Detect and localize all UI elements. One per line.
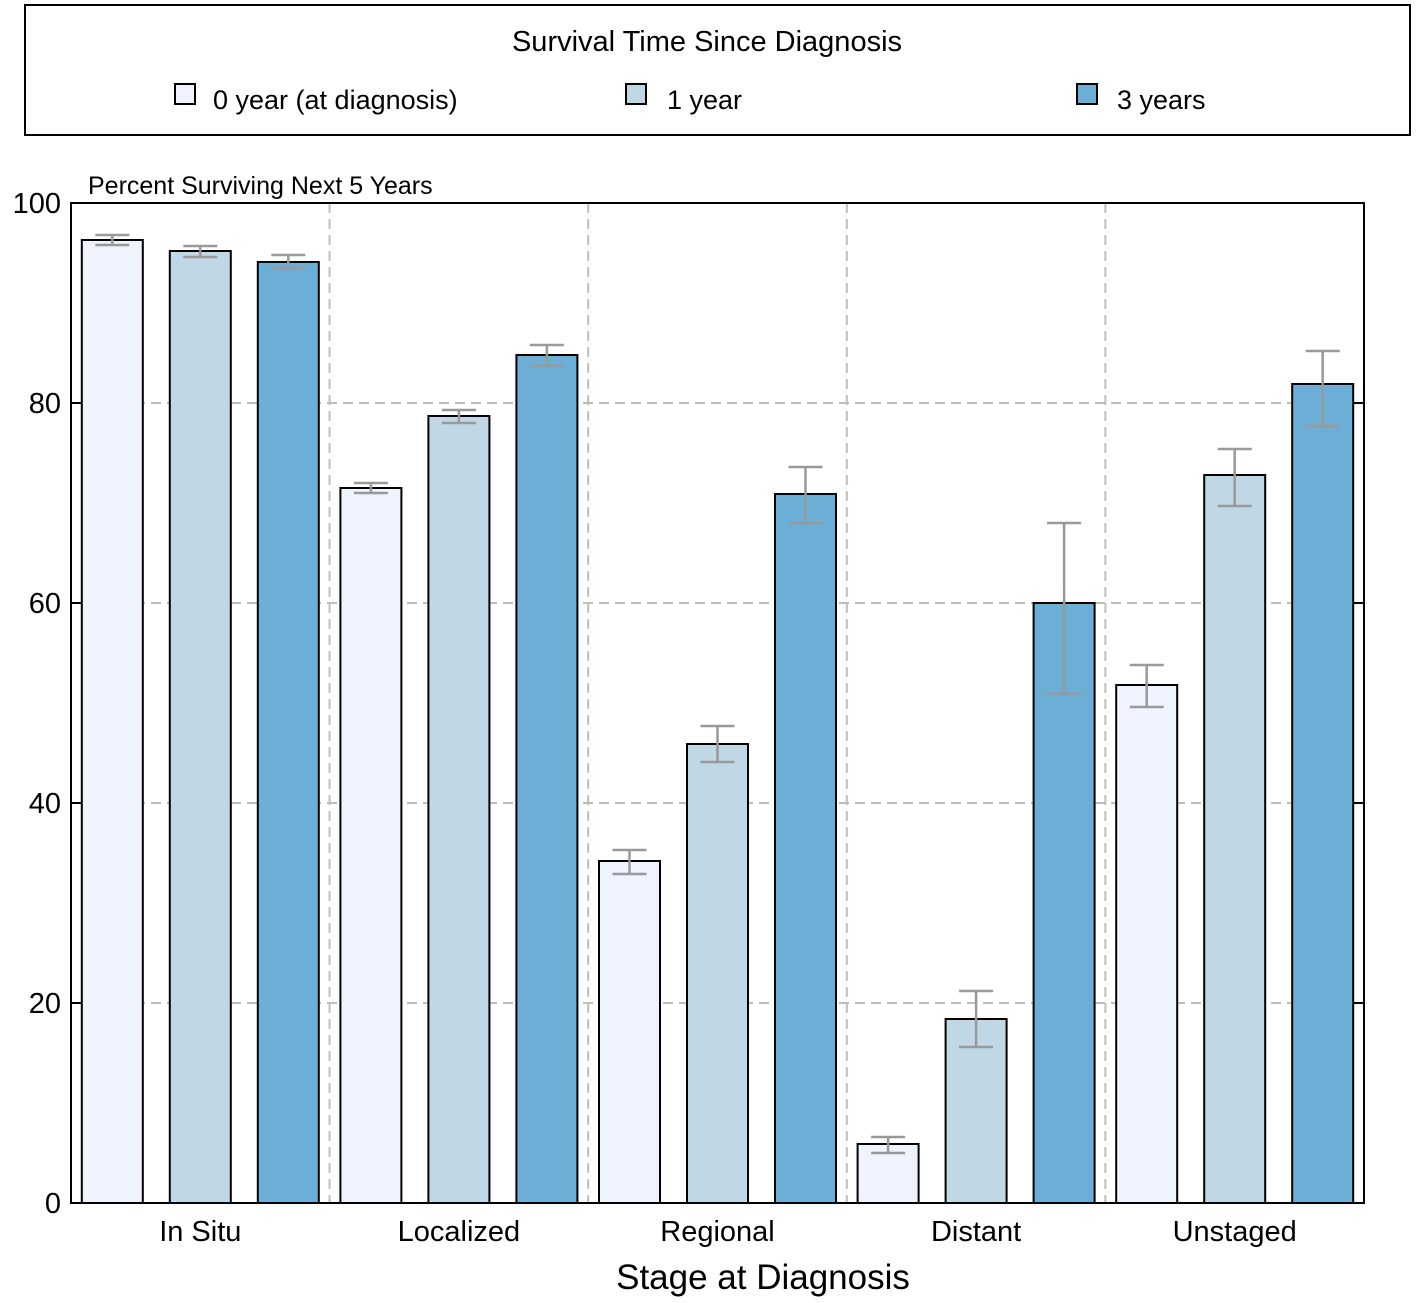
legend-item-0: 0 year (at diagnosis) <box>174 83 458 115</box>
legend-item-2: 3 years <box>1076 83 1206 115</box>
bar <box>168 250 232 1204</box>
legend-label-1: 1 year <box>667 85 742 115</box>
bar <box>515 354 579 1204</box>
y-tick-label: 40 <box>29 788 61 820</box>
bar <box>944 1018 1008 1204</box>
x-axis-title: Stage at Diagnosis <box>616 1258 910 1297</box>
bar <box>339 487 403 1204</box>
plot-frame <box>70 202 1365 1204</box>
x-tick-label: Regional <box>660 1216 774 1248</box>
y-tick-label: 80 <box>29 388 61 420</box>
y-tick-label: 100 <box>13 188 61 220</box>
legend-swatch-2 <box>1076 83 1098 105</box>
legend-swatch-1 <box>625 83 647 105</box>
bars <box>80 239 1355 1204</box>
error-bars <box>95 233 1340 1155</box>
bar <box>427 415 491 1204</box>
y-tick-label: 0 <box>45 1188 61 1220</box>
bar <box>256 261 320 1204</box>
bar <box>80 239 144 1204</box>
x-tick-label: Unstaged <box>1173 1216 1297 1248</box>
legend-label-0: 0 year (at diagnosis) <box>213 85 458 115</box>
bar <box>1115 684 1179 1204</box>
legend-frame <box>24 4 1411 136</box>
x-tick-label: In Situ <box>159 1216 241 1248</box>
bar <box>1032 602 1096 1204</box>
x-tick-label: Localized <box>398 1216 521 1248</box>
legend-title: Survival Time Since Diagnosis <box>512 26 902 58</box>
legend-label-2: 3 years <box>1117 85 1206 115</box>
bar <box>774 493 837 1204</box>
x-axis-ticks: In Situ Localized Regional Distant Unstaged <box>159 1216 1297 1248</box>
y-tick-label: 60 <box>29 588 61 620</box>
legend-swatch-0 <box>174 83 196 105</box>
bar <box>686 743 749 1204</box>
legend-item-1: 1 year <box>625 83 742 115</box>
y-axis-title: Percent Surviving Next 5 Years <box>88 172 433 200</box>
bar <box>1291 383 1355 1204</box>
x-tick-label: Distant <box>931 1216 1021 1248</box>
bar <box>598 860 661 1204</box>
y-tick-label: 20 <box>29 988 61 1020</box>
legend: Survival Time Since Diagnosis 0 year (at… <box>24 4 1411 136</box>
bar <box>1203 474 1267 1204</box>
